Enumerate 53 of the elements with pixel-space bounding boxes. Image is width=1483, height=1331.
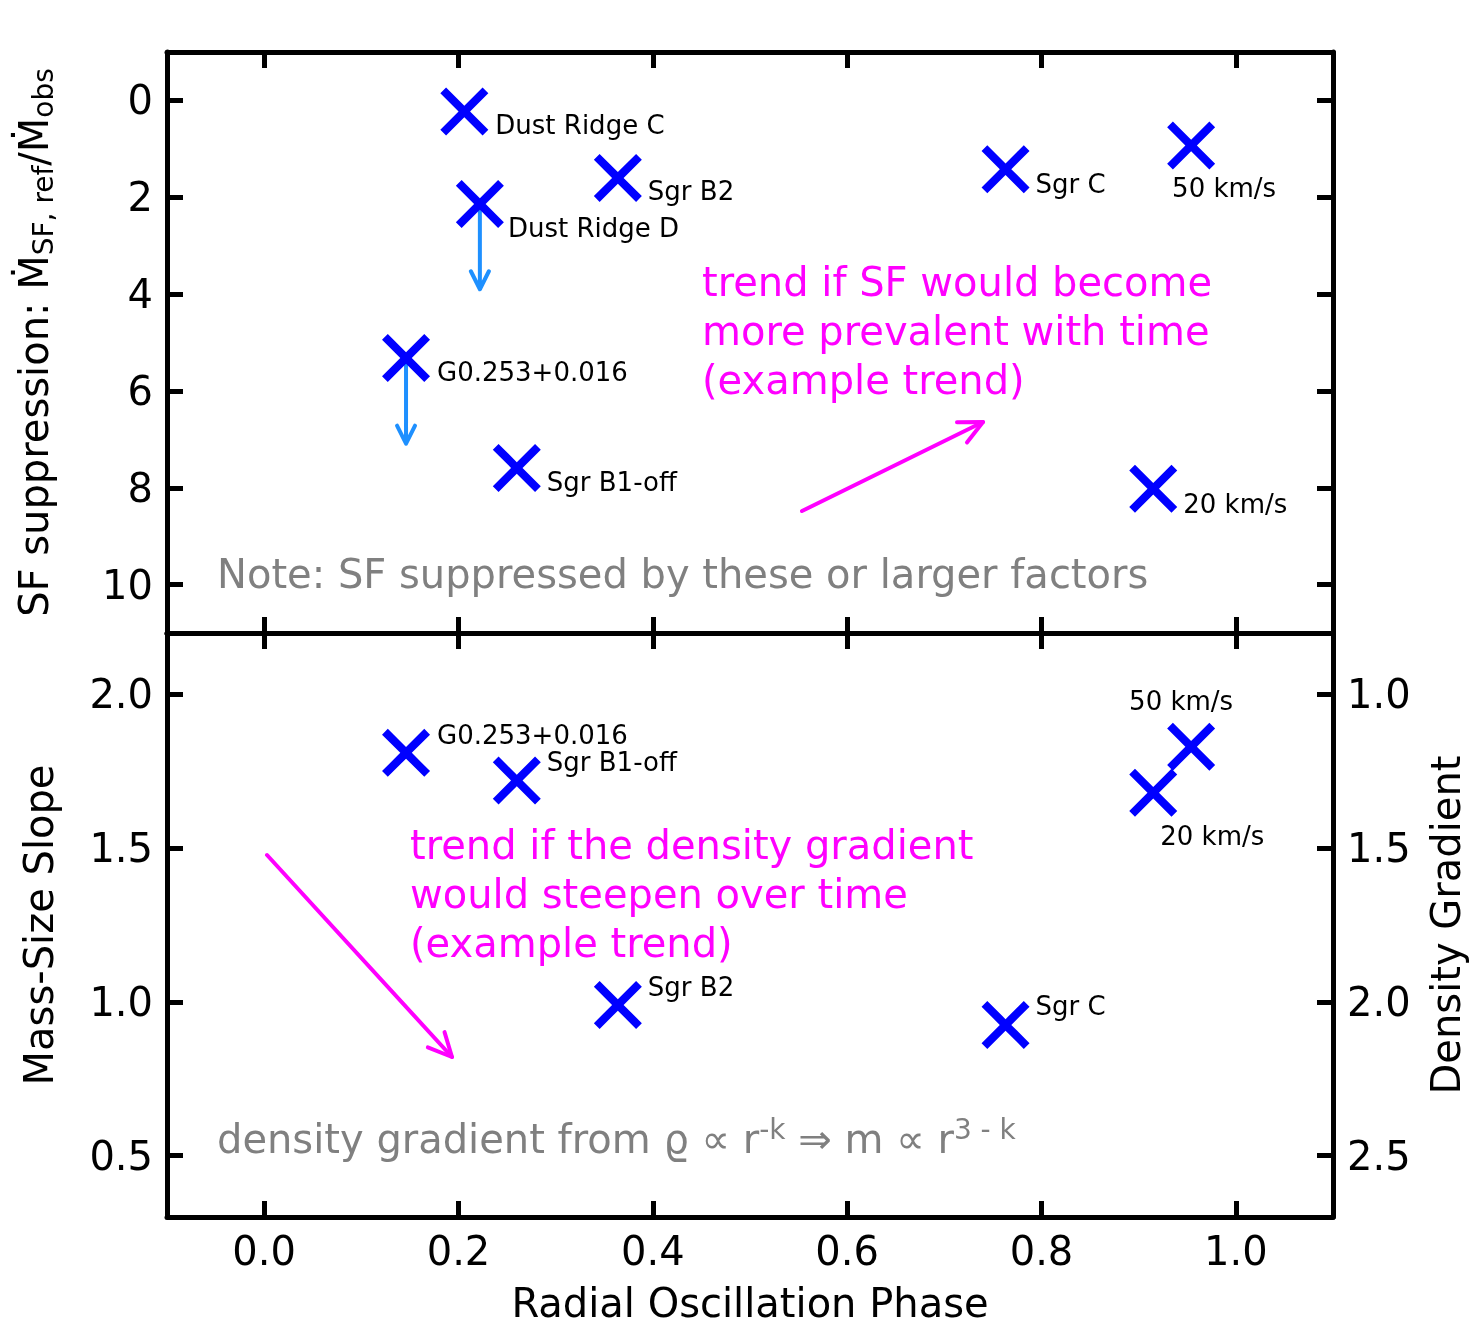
point bbox=[382, 728, 431, 777]
annotation: Sgr B1-off bbox=[546, 466, 678, 497]
point bbox=[1167, 722, 1216, 771]
y-tick-label: 1.5 bbox=[89, 825, 153, 872]
y-tick-label: 8 bbox=[127, 464, 153, 511]
x-tick-label: 1.0 bbox=[1204, 1228, 1268, 1274]
point bbox=[440, 87, 489, 136]
y-tick-label: 6 bbox=[127, 367, 153, 414]
point bbox=[1129, 768, 1178, 817]
point bbox=[593, 153, 642, 202]
annotation: Sgr B2 bbox=[647, 175, 735, 206]
annotation: 50 km/s bbox=[1129, 685, 1234, 716]
y2-tick-label: 2.0 bbox=[1347, 978, 1411, 1025]
annotation: 50 km/s bbox=[1172, 173, 1277, 204]
x-tick-label: 0.4 bbox=[621, 1228, 685, 1274]
annotation: Sgr C bbox=[1035, 990, 1106, 1021]
x-tick-label: 0.2 bbox=[426, 1228, 491, 1274]
y-tick-label: 4 bbox=[127, 271, 153, 318]
y-tick-label: 1.0 bbox=[89, 978, 153, 1025]
point bbox=[492, 756, 541, 805]
y2-tick-label: 2.5 bbox=[1347, 1132, 1411, 1179]
point bbox=[981, 145, 1030, 194]
y2-tick-label: 1.0 bbox=[1347, 671, 1411, 718]
y2-tick-label: 1.5 bbox=[1347, 825, 1411, 872]
annotation: Note: SF suppressed by these or larger factors bbox=[217, 551, 1149, 598]
annotation: Sgr B2 bbox=[647, 971, 735, 1002]
annotation: Sgr C bbox=[1035, 169, 1106, 200]
y-tick-label: 0 bbox=[127, 77, 153, 124]
x-axis-title: Radial Oscillation Phase bbox=[511, 1280, 989, 1326]
annotation: trend if the density gradient would steepen over time (example trend) bbox=[410, 822, 974, 966]
annotation: 20 km/s bbox=[1160, 820, 1265, 851]
point bbox=[455, 180, 504, 229]
point bbox=[593, 980, 642, 1029]
y-tick-label: 2.0 bbox=[89, 671, 153, 718]
annotation: G0.253+0.016 bbox=[437, 356, 628, 387]
point bbox=[1167, 121, 1216, 170]
annotation: 20 km/s bbox=[1183, 488, 1288, 519]
y2-axis-title: Density Gradient bbox=[1423, 755, 1469, 1095]
x-tick-label: 0.6 bbox=[815, 1228, 879, 1274]
point bbox=[981, 1000, 1030, 1049]
point bbox=[382, 333, 431, 382]
y-tick-label: 2 bbox=[127, 174, 153, 221]
annotation: Dust Ridge C bbox=[495, 109, 665, 140]
y-axis-title: Mass-Size Slope bbox=[16, 764, 62, 1086]
annotation: Dust Ridge D bbox=[507, 213, 679, 244]
point bbox=[1129, 464, 1178, 513]
y-tick-label: 10 bbox=[102, 561, 153, 608]
annotation: trend if SF would become more prevalent with time (example trend) bbox=[702, 259, 1213, 403]
x-tick-label: 0.8 bbox=[1009, 1228, 1074, 1274]
point bbox=[492, 443, 541, 492]
y-tick-label: 0.5 bbox=[89, 1132, 153, 1179]
y-axis-title: SF suppression: ṀSF, ref/Ṁobs bbox=[10, 68, 60, 617]
x-tick-label: 0.0 bbox=[232, 1228, 296, 1274]
